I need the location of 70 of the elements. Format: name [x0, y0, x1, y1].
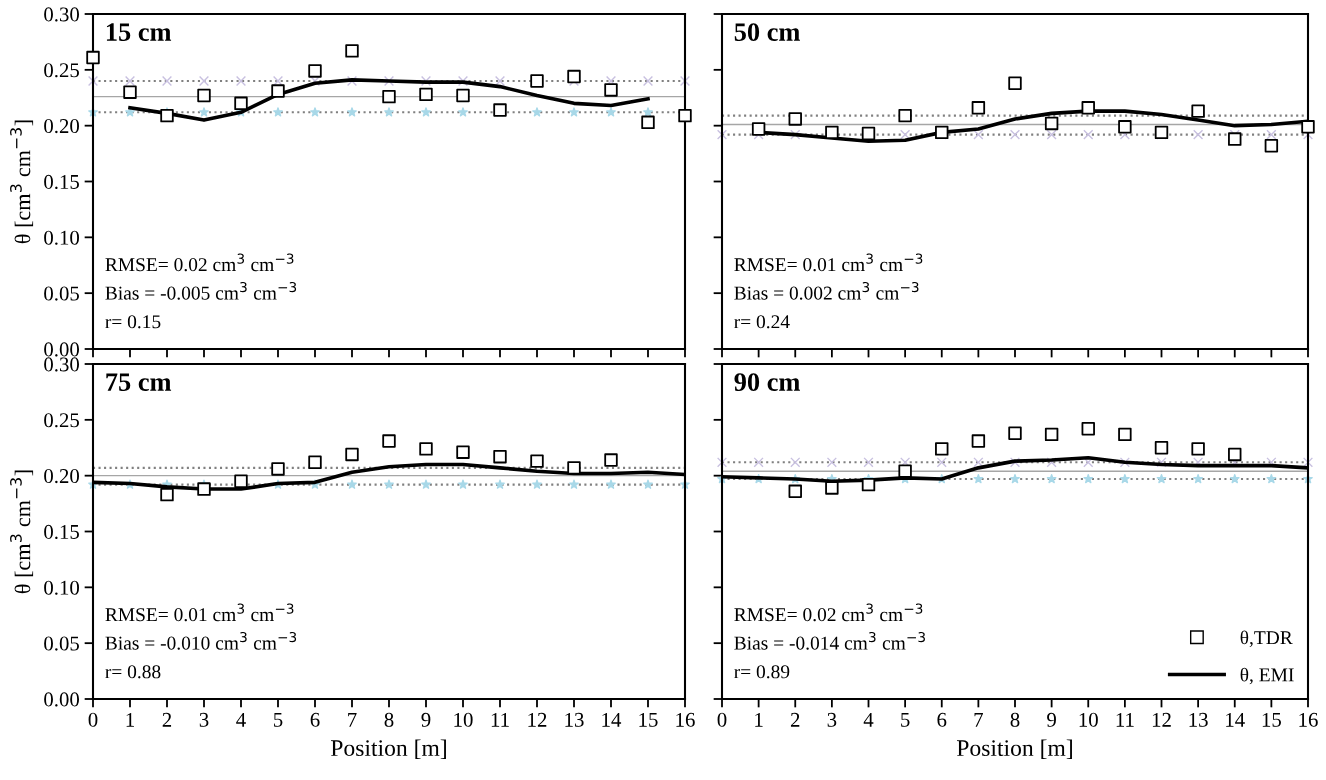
x-tick-label: 15 — [1262, 712, 1281, 727]
x-tick-label: 2 — [790, 712, 800, 727]
legend-label: θ,TDR — [1240, 630, 1293, 648]
x-tick-label: 1 — [755, 712, 763, 727]
y-tick-label: 0.10 — [44, 230, 80, 245]
x-tick-label: 7 — [974, 713, 983, 727]
y-tick-label: 0.00 — [44, 692, 80, 707]
x-tick-label: 12 — [1152, 712, 1171, 727]
x-tick-label: 8 — [384, 712, 394, 727]
annotation: RMSE= 0.02 cm$^{3}$ cm$^{−3}$ — [734, 603, 923, 622]
x-tick-label: 3 — [827, 712, 837, 727]
y-tick-label: 0.30 — [44, 357, 80, 372]
annotation: Bias = 0.002 cm$^{3}$ cm$^{−3}$ — [734, 281, 919, 300]
x-tick-label: 9 — [1047, 712, 1056, 727]
x-tick-label: 15 — [639, 712, 658, 727]
x-tick-label: 10 — [1079, 712, 1098, 727]
x-tick-label: 4 — [863, 712, 874, 727]
y-tick-label: 0.05 — [44, 286, 79, 301]
x-tick-label: 0 — [717, 712, 727, 727]
y-tick-label: 0.25 — [44, 63, 79, 78]
x-tick-label: 5 — [901, 713, 910, 727]
annotation: r= 0.89 — [734, 665, 790, 679]
chart-title: 50 cm — [734, 23, 800, 41]
y-tick-label: 0.10 — [44, 580, 80, 595]
x-tick-label: 4 — [236, 712, 246, 727]
x-tick-label: 13 — [565, 712, 584, 727]
x-axis-title: Position [m] — [956, 739, 1072, 759]
annotation: Bias = -0.010 cm$^{3}$ cm$^{−3}$ — [105, 631, 297, 650]
x-axis-title: Position [m] — [330, 739, 446, 759]
annotation: RMSE= 0.01 cm$^{3}$ cm$^{−3}$ — [734, 253, 923, 272]
annotation: r= 0.24 — [734, 315, 790, 329]
legend-label: θ, EMI — [1240, 667, 1294, 685]
annotation: Bias = -0.005 cm$^{3}$ cm$^{−3}$ — [105, 281, 297, 300]
y-tick-label: 0.25 — [44, 413, 79, 428]
y-tick-label: 0.00 — [44, 342, 80, 357]
x-tick-label: 11 — [491, 712, 509, 727]
x-tick-label: 3 — [199, 712, 209, 727]
chart-title: 15 cm — [106, 23, 172, 41]
x-tick-label: 7 — [348, 713, 357, 727]
x-tick-label: 10 — [454, 712, 473, 727]
x-tick-label: 13 — [1189, 712, 1208, 727]
x-tick-label: 6 — [310, 712, 320, 727]
x-tick-label: 6 — [937, 712, 947, 727]
y-tick-label: 0.30 — [44, 7, 80, 22]
x-tick-label: 0 — [88, 712, 98, 727]
annotation: RMSE= 0.01 cm$^{3}$ cm$^{−3}$ — [105, 603, 294, 622]
x-tick-label: 12 — [528, 712, 547, 727]
annotation: RMSE= 0.02 cm$^{3}$ cm$^{−3}$ — [105, 253, 294, 272]
x-tick-label: 5 — [274, 713, 283, 727]
x-tick-label: 14 — [602, 712, 622, 727]
y-tick-label: 0.20 — [44, 119, 80, 134]
y-tick-label: 0.15 — [44, 524, 79, 540]
y-tick-label: 0.05 — [44, 636, 79, 651]
x-tick-label: 16 — [1299, 712, 1318, 727]
x-tick-label: 16 — [676, 712, 695, 727]
x-tick-label: 2 — [162, 712, 172, 727]
annotation: Bias = -0.014 cm$^{3}$ cm$^{−3}$ — [734, 631, 925, 650]
y-axis-title: θ [cm$^{3}$ cm$^{−3}$] — [10, 470, 34, 594]
x-tick-label: 14 — [1226, 712, 1245, 727]
chart-title: 90 cm — [734, 373, 800, 391]
annotation: r= 0.88 — [105, 665, 161, 679]
x-tick-label: 8 — [1010, 712, 1020, 727]
y-tick-label: 0.20 — [44, 469, 80, 484]
x-tick-label: 11 — [1116, 712, 1134, 727]
x-tick-label: 1 — [126, 712, 134, 727]
annotation: r= 0.15 — [105, 315, 161, 329]
y-tick-label: 0.15 — [44, 174, 79, 190]
chart-title: 75 cm — [106, 373, 172, 391]
y-axis-title: θ [cm$^{3}$ cm$^{−3}$] — [10, 120, 34, 244]
x-tick-label: 9 — [421, 712, 431, 727]
